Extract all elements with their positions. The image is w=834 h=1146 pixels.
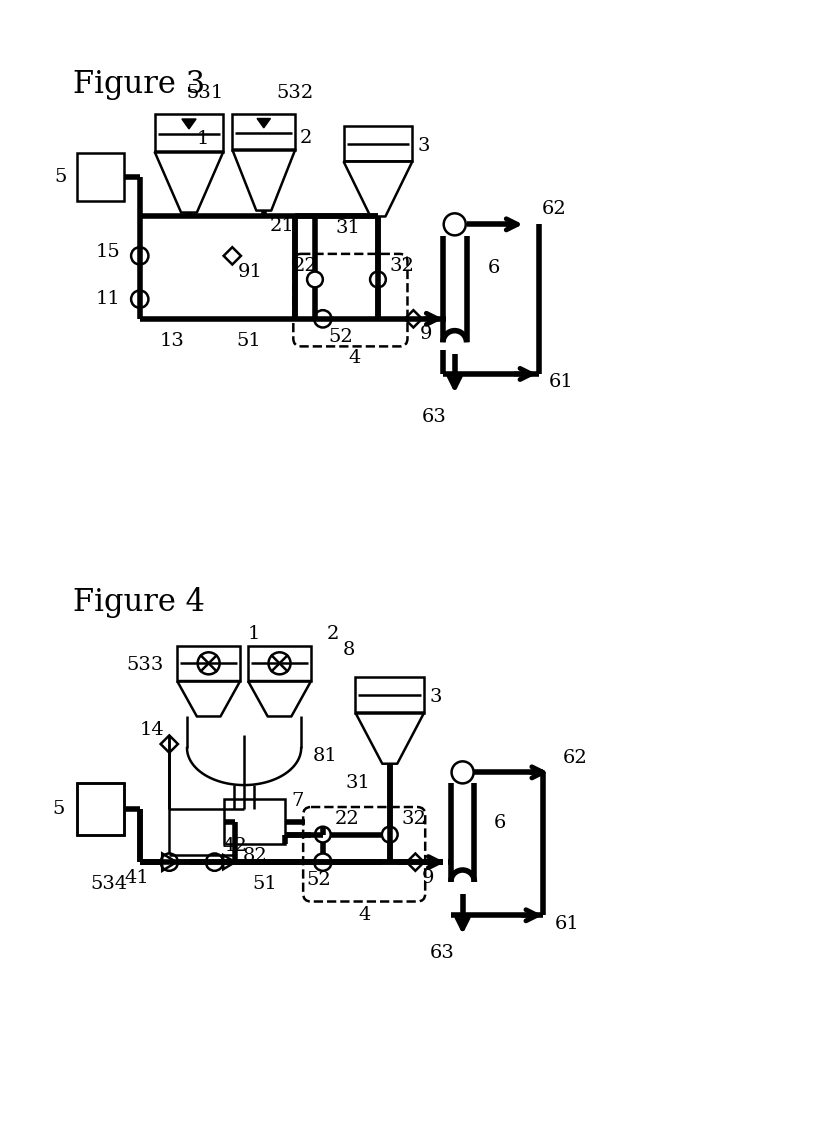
Text: 2: 2 — [327, 625, 339, 643]
Text: 4: 4 — [348, 350, 360, 367]
Text: 22: 22 — [293, 257, 318, 275]
Text: 41: 41 — [125, 869, 149, 887]
Text: 6: 6 — [494, 814, 506, 832]
Polygon shape — [182, 119, 196, 129]
Text: 32: 32 — [401, 810, 426, 827]
Text: 11: 11 — [95, 290, 120, 308]
Bar — [77, 784, 124, 834]
Text: 61: 61 — [549, 372, 574, 391]
Text: 5: 5 — [54, 168, 67, 186]
Text: 9: 9 — [421, 869, 434, 887]
Text: 9: 9 — [420, 324, 432, 343]
Bar — [224, 799, 285, 845]
Text: 51: 51 — [236, 331, 261, 350]
Text: 532: 532 — [277, 84, 314, 102]
Text: 1: 1 — [197, 129, 209, 148]
Bar — [177, 645, 240, 681]
Text: 3: 3 — [417, 136, 430, 155]
Polygon shape — [257, 118, 270, 128]
Bar — [77, 154, 124, 201]
Text: 91: 91 — [239, 262, 263, 281]
Text: 13: 13 — [159, 331, 184, 350]
Text: 22: 22 — [334, 810, 359, 827]
Bar — [154, 115, 224, 151]
Text: 4: 4 — [358, 906, 370, 925]
Text: 1: 1 — [248, 625, 260, 643]
Bar — [232, 115, 295, 150]
Text: 52: 52 — [306, 871, 331, 889]
Bar — [77, 784, 124, 834]
Text: 6: 6 — [488, 259, 500, 276]
Bar — [355, 677, 424, 713]
Text: 63: 63 — [422, 408, 447, 426]
Text: 3: 3 — [429, 688, 441, 706]
Bar — [344, 126, 412, 162]
Text: 42: 42 — [223, 838, 247, 855]
Text: Figure 4: Figure 4 — [73, 587, 204, 618]
Text: 31: 31 — [335, 219, 360, 237]
Text: 63: 63 — [430, 943, 455, 961]
Text: 534: 534 — [91, 874, 128, 893]
Bar — [248, 645, 311, 681]
Text: 32: 32 — [389, 257, 414, 275]
Text: 14: 14 — [139, 721, 164, 739]
Text: 21: 21 — [269, 218, 294, 235]
Text: Figure 3: Figure 3 — [73, 69, 205, 100]
Text: 533: 533 — [126, 657, 163, 674]
Text: 2: 2 — [299, 128, 311, 147]
Text: 81: 81 — [313, 747, 338, 764]
Text: 62: 62 — [541, 199, 566, 218]
Text: 82: 82 — [243, 847, 267, 865]
Text: 62: 62 — [563, 748, 588, 767]
Text: 15: 15 — [95, 243, 120, 261]
Text: 531: 531 — [186, 84, 224, 102]
Text: 5: 5 — [53, 800, 65, 818]
Text: 8: 8 — [343, 641, 354, 659]
Text: 52: 52 — [329, 328, 354, 346]
Text: 51: 51 — [252, 874, 277, 893]
Text: 31: 31 — [345, 775, 370, 792]
Text: 61: 61 — [555, 915, 580, 933]
Text: 7: 7 — [291, 792, 304, 810]
